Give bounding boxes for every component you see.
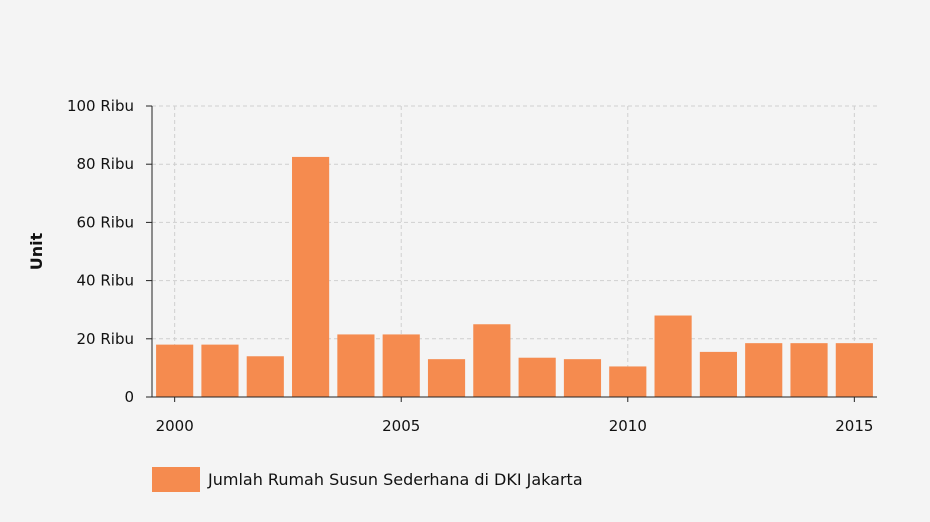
bar-2011[interactable] bbox=[654, 315, 692, 397]
bar-2001[interactable] bbox=[201, 344, 239, 397]
bar-2008[interactable] bbox=[518, 357, 556, 397]
bar-2003[interactable] bbox=[292, 156, 330, 397]
bar-2015[interactable] bbox=[835, 343, 873, 397]
bars bbox=[156, 156, 873, 397]
legend[interactable]: Jumlah Rumah Susun Sederhana di DKI Jaka… bbox=[152, 467, 583, 492]
y-tick-label: 80 Ribu bbox=[77, 155, 134, 173]
x-tick-label: 2015 bbox=[835, 417, 873, 435]
y-tick-label: 60 Ribu bbox=[77, 213, 134, 231]
axes bbox=[151, 106, 877, 398]
bar-2009[interactable] bbox=[563, 359, 602, 397]
bar-2000[interactable] bbox=[156, 344, 194, 397]
y-tick-label: 0 bbox=[124, 388, 134, 406]
y-tick-label: 20 Ribu bbox=[77, 330, 134, 348]
grid-lines bbox=[152, 105, 877, 397]
bar-2007[interactable] bbox=[473, 324, 511, 397]
bar-2013[interactable] bbox=[745, 343, 783, 397]
bar-2004[interactable] bbox=[337, 334, 375, 397]
x-tick-label: 2010 bbox=[609, 417, 647, 435]
x-tick-label: 2000 bbox=[156, 417, 194, 435]
bar-2014[interactable] bbox=[790, 343, 828, 397]
tick-labels: 0 20 Ribu 40 Ribu 60 Ribu 80 Ribu 100 Ribu 200… bbox=[67, 97, 873, 435]
bar-2002[interactable] bbox=[246, 356, 284, 397]
bar-2010[interactable] bbox=[609, 366, 647, 397]
y-tick-label: 40 Ribu bbox=[77, 272, 134, 290]
bar-2006[interactable] bbox=[427, 359, 466, 397]
y-axis-title: Unit bbox=[27, 232, 46, 270]
x-tick-label: 2005 bbox=[382, 417, 420, 435]
bar-2005[interactable] bbox=[382, 334, 420, 397]
bar-2012[interactable] bbox=[699, 351, 737, 397]
y-tick-label: 100 Ribu bbox=[67, 97, 134, 115]
legend-swatch bbox=[152, 467, 200, 492]
legend-label: Jumlah Rumah Susun Sederhana di DKI Jaka… bbox=[208, 470, 583, 489]
